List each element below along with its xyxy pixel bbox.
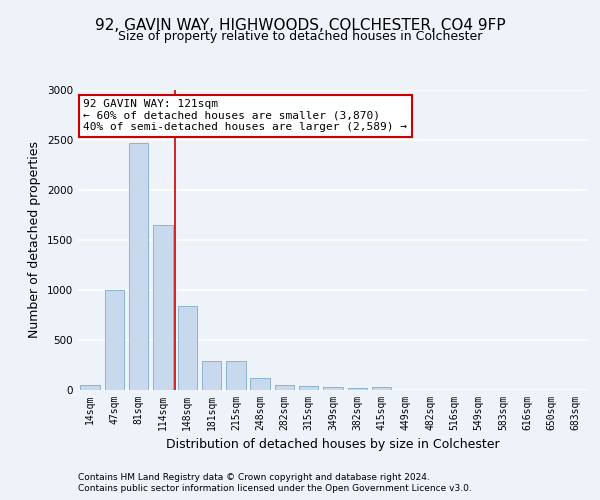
- Bar: [129, 143, 148, 390]
- Bar: [372, 387, 391, 390]
- Bar: [202, 360, 221, 390]
- Text: Contains HM Land Registry data © Crown copyright and database right 2024.: Contains HM Land Registry data © Crown c…: [78, 472, 430, 482]
- Bar: [323, 386, 343, 390]
- Bar: [347, 388, 367, 390]
- Text: Contains public sector information licensed under the Open Government Licence v3: Contains public sector information licen…: [78, 484, 472, 493]
- Bar: [275, 385, 294, 390]
- Bar: [80, 384, 100, 390]
- Y-axis label: Number of detached properties: Number of detached properties: [28, 142, 41, 338]
- Bar: [299, 386, 319, 390]
- Bar: [178, 306, 197, 390]
- Bar: [226, 361, 245, 390]
- Bar: [250, 378, 270, 390]
- Text: 92 GAVIN WAY: 121sqm
← 60% of detached houses are smaller (3,870)
40% of semi-de: 92 GAVIN WAY: 121sqm ← 60% of detached h…: [83, 99, 407, 132]
- X-axis label: Distribution of detached houses by size in Colchester: Distribution of detached houses by size …: [166, 438, 500, 452]
- Bar: [153, 225, 173, 390]
- Bar: [105, 290, 124, 390]
- Text: Size of property relative to detached houses in Colchester: Size of property relative to detached ho…: [118, 30, 482, 43]
- Text: 92, GAVIN WAY, HIGHWOODS, COLCHESTER, CO4 9FP: 92, GAVIN WAY, HIGHWOODS, COLCHESTER, CO…: [95, 18, 505, 32]
